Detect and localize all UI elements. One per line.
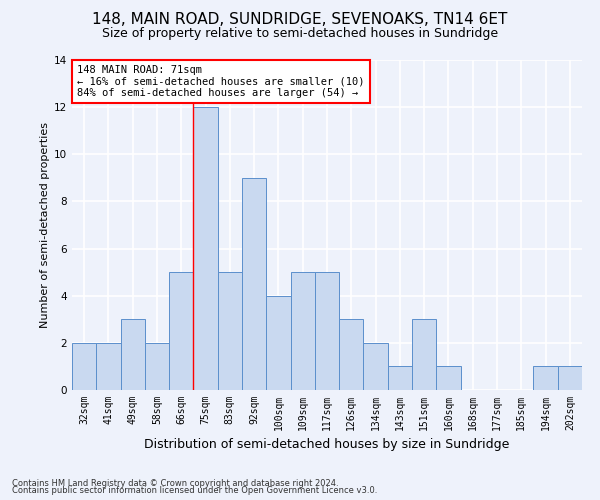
Bar: [96, 343, 121, 390]
Bar: [364, 343, 388, 390]
Text: 148, MAIN ROAD, SUNDRIDGE, SEVENOAKS, TN14 6ET: 148, MAIN ROAD, SUNDRIDGE, SEVENOAKS, TN…: [92, 12, 508, 28]
Bar: [218, 272, 242, 390]
Bar: [315, 272, 339, 390]
Bar: [290, 272, 315, 390]
Y-axis label: Number of semi-detached properties: Number of semi-detached properties: [40, 122, 50, 328]
Bar: [145, 343, 169, 390]
Text: Contains HM Land Registry data © Crown copyright and database right 2024.: Contains HM Land Registry data © Crown c…: [12, 478, 338, 488]
Bar: [339, 320, 364, 390]
Bar: [72, 343, 96, 390]
Text: Contains public sector information licensed under the Open Government Licence v3: Contains public sector information licen…: [12, 486, 377, 495]
X-axis label: Distribution of semi-detached houses by size in Sundridge: Distribution of semi-detached houses by …: [145, 438, 509, 452]
Bar: [242, 178, 266, 390]
Bar: [436, 366, 461, 390]
Text: Size of property relative to semi-detached houses in Sundridge: Size of property relative to semi-detach…: [102, 28, 498, 40]
Bar: [533, 366, 558, 390]
Bar: [388, 366, 412, 390]
Bar: [169, 272, 193, 390]
Bar: [266, 296, 290, 390]
Bar: [193, 107, 218, 390]
Bar: [412, 320, 436, 390]
Text: 148 MAIN ROAD: 71sqm
← 16% of semi-detached houses are smaller (10)
84% of semi-: 148 MAIN ROAD: 71sqm ← 16% of semi-detac…: [77, 65, 365, 98]
Bar: [121, 320, 145, 390]
Bar: [558, 366, 582, 390]
